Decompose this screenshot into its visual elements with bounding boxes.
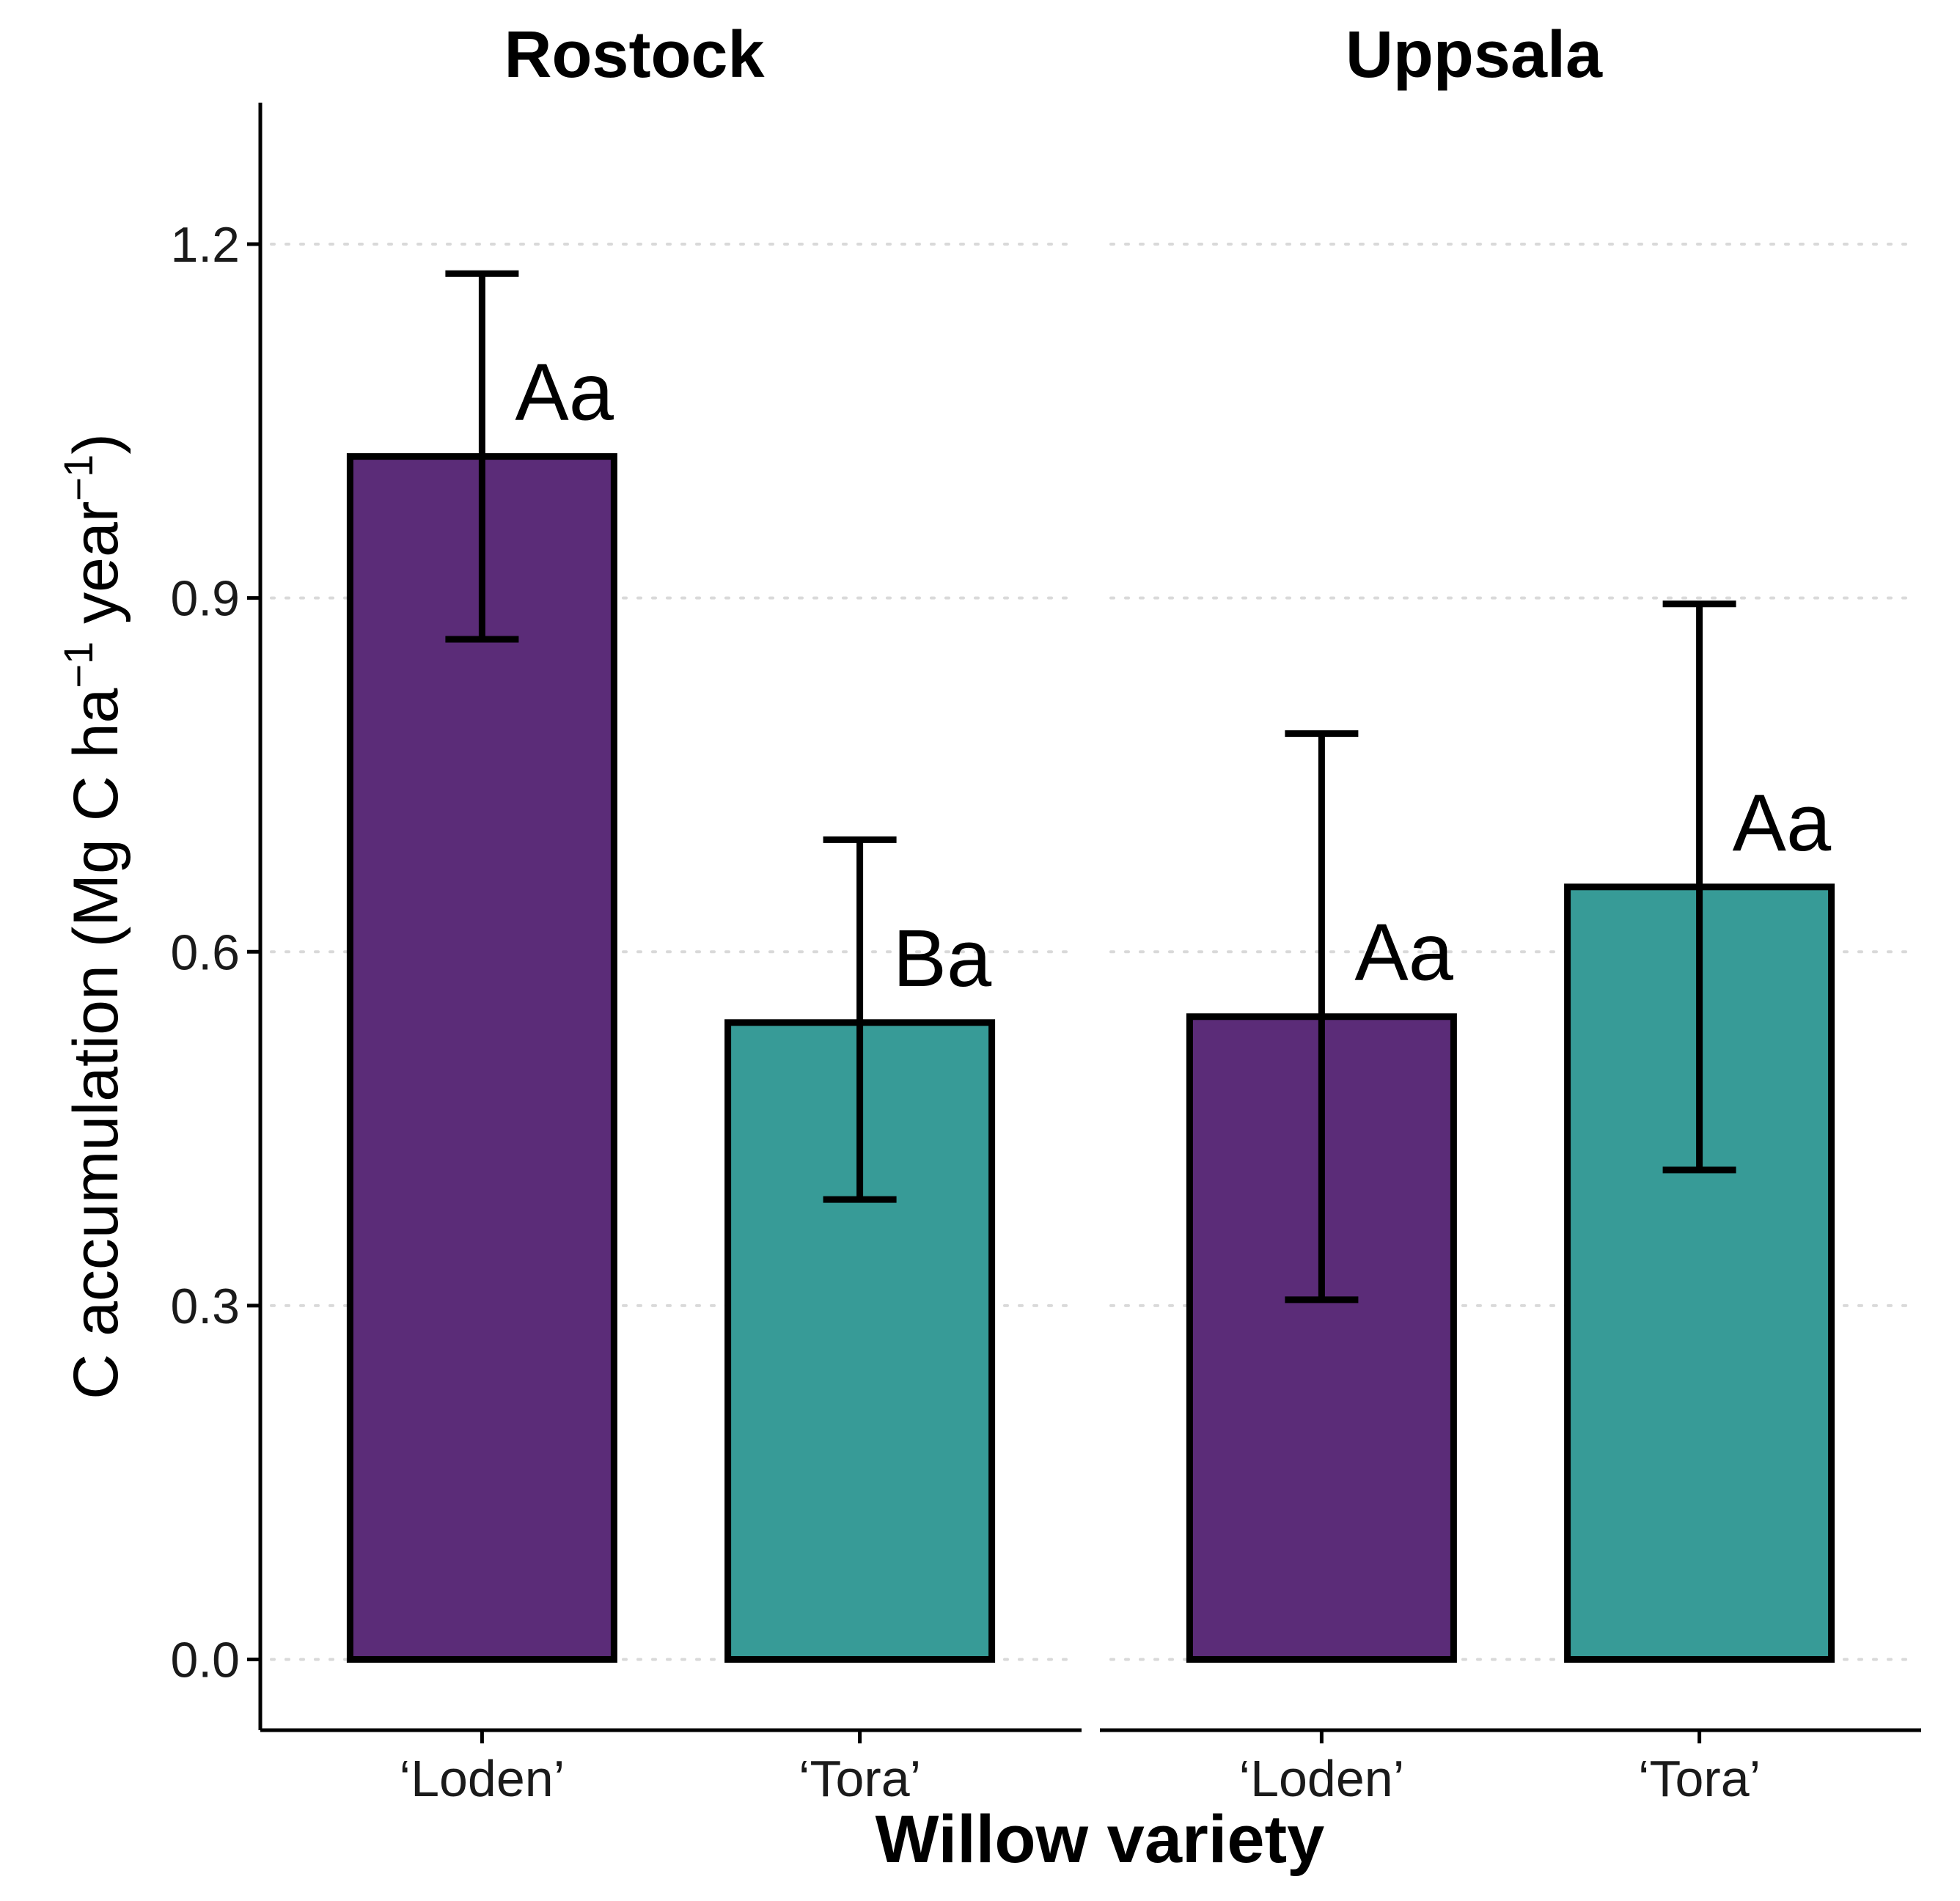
x-tick-label: ‘Loden’: [400, 1750, 565, 1807]
facet-title-uppsala: Uppsala: [1346, 18, 1603, 92]
y-tick-label: 0.9: [170, 571, 240, 627]
y-axis-title-exponent-1: −1: [55, 641, 101, 688]
y-axis-title-main: C accumulation (Mg C ha: [61, 688, 131, 1399]
x-tick-label: ‘Loden’: [1239, 1750, 1405, 1807]
y-axis-title: C accumulation (Mg C ha−1 year−1): [55, 433, 131, 1400]
y-tick-label: 0.3: [170, 1279, 240, 1334]
y-axis-title-close: ): [61, 433, 131, 455]
x-tick-label: ‘Tora’: [799, 1750, 921, 1807]
significance-label: Ba: [893, 913, 992, 1004]
y-tick-label: 0.6: [170, 924, 240, 980]
plot-area: 0.0 0.3 0.6 0.9 1.2 Rostock Aa ‘Loden’ Ba ‘Tora’ U…: [170, 18, 1921, 1807]
y-axis-title-unit: year: [61, 501, 131, 641]
facet-title-rostock: Rostock: [504, 18, 765, 92]
significance-label: Aa: [515, 348, 614, 438]
x-axis-title: Willow variety: [876, 1802, 1325, 1877]
significance-label: Aa: [1733, 778, 1832, 868]
x-tick-label: ‘Tora’: [1638, 1750, 1761, 1807]
y-axis-title-exponent-2: −1: [55, 455, 101, 501]
y-tick-label: 0.0: [170, 1632, 240, 1688]
y-tick-label: 1.2: [170, 217, 240, 273]
significance-label: Aa: [1354, 908, 1453, 998]
